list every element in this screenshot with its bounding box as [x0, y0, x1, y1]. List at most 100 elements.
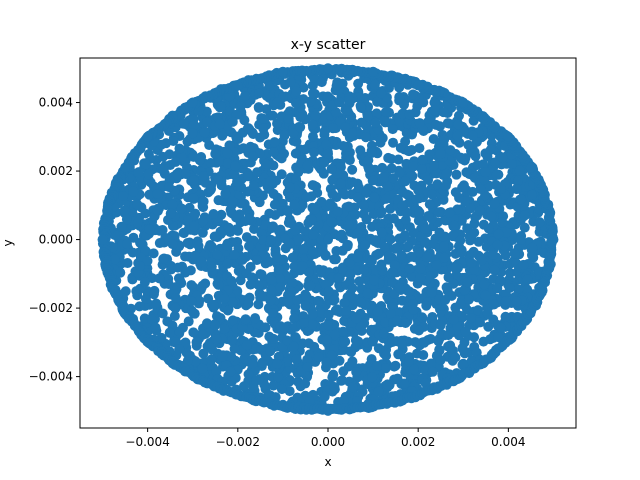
scatter-point: [308, 229, 319, 240]
scatter-point: [396, 338, 407, 349]
scatter-point: [465, 313, 476, 324]
scatter-point: [457, 343, 468, 354]
scatter-point: [376, 227, 387, 238]
scatter-point: [265, 346, 276, 357]
scatter-point: [197, 329, 208, 340]
scatter-point: [182, 355, 193, 366]
scatter-point: [291, 86, 302, 97]
y-tick-label: 0.004: [39, 96, 73, 110]
scatter-point: [227, 315, 238, 326]
scatter-point: [197, 363, 208, 374]
scatter-point: [279, 233, 290, 244]
scatter-point: [439, 252, 450, 263]
scatter-point: [310, 110, 321, 121]
scatter-point: [366, 256, 377, 267]
scatter-point: [164, 327, 175, 338]
scatter-point: [387, 277, 398, 288]
scatter-point: [420, 223, 431, 234]
scatter-point: [438, 107, 449, 118]
scatter-point: [320, 250, 331, 261]
scatter-point: [437, 159, 448, 170]
scatter-point: [198, 171, 209, 182]
scatter-point: [467, 186, 478, 197]
scatter-point: [154, 273, 165, 284]
scatter-point: [180, 267, 191, 278]
scatter-point: [156, 332, 167, 343]
scatter-point: [286, 286, 297, 297]
scatter-point: [276, 384, 287, 395]
scatter-point: [210, 320, 221, 331]
scatter-point: [297, 199, 308, 210]
y-tick-label: −0.004: [29, 370, 73, 384]
scatter-point: [268, 333, 279, 344]
scatter-point: [400, 176, 411, 187]
scatter-point: [413, 80, 424, 91]
scatter-point: [490, 157, 501, 168]
scatter-point: [478, 219, 489, 230]
scatter-point: [453, 119, 464, 130]
scatter-point: [461, 167, 472, 178]
scatter-point: [258, 123, 269, 134]
scatter-point: [230, 161, 241, 172]
scatter-point: [273, 372, 284, 383]
scatter-point: [316, 196, 327, 207]
scatter-point: [463, 140, 474, 150]
scatter-point: [428, 160, 439, 171]
scatter-point: [268, 147, 279, 158]
scatter-point: [362, 288, 373, 299]
scatter-point: [500, 296, 511, 306]
scatter-point: [297, 260, 308, 271]
scatter-point: [192, 336, 203, 347]
scatter-point: [443, 330, 454, 341]
scatter-point: [323, 148, 333, 159]
scatter-point: [231, 212, 242, 223]
scatter-point: [425, 271, 436, 282]
scatter-point: [176, 203, 187, 214]
scatter-point: [194, 295, 205, 306]
scatter-point: [345, 269, 356, 280]
scatter-point: [118, 191, 129, 201]
scatter-point: [344, 95, 355, 106]
scatter-point: [217, 130, 228, 141]
scatter-point: [302, 354, 313, 365]
scatter-point: [307, 319, 318, 330]
scatter-point: [331, 80, 342, 91]
scatter-point: [307, 119, 318, 130]
scatter-point: [174, 143, 185, 154]
scatter-point: [260, 322, 271, 333]
scatter-point: [434, 227, 445, 238]
scatter-point: [119, 205, 130, 216]
scatter-point: [367, 336, 378, 347]
y-tick-label: 0.002: [39, 164, 73, 178]
scatter-point: [319, 157, 330, 168]
scatter-point: [266, 284, 277, 295]
scatter-point: [450, 263, 461, 274]
scatter-point: [210, 148, 221, 159]
scatter-point: [268, 308, 278, 319]
x-axis-ticks: −0.004 −0.002 0.000 0.002 0.004: [125, 428, 526, 449]
scatter-point: [253, 88, 264, 99]
scatter-point: [387, 336, 398, 347]
scatter-point: [419, 337, 430, 348]
scatter-point: [413, 325, 424, 336]
scatter-point: [514, 165, 525, 176]
scatter-point: [290, 332, 301, 343]
scatter-point: [402, 189, 413, 200]
scatter-point: [352, 336, 363, 347]
scatter-point: [489, 198, 500, 209]
x-tick-label: 0.002: [401, 435, 435, 449]
scatter-point: [254, 197, 265, 208]
scatter-point: [354, 276, 365, 287]
scatter-point: [522, 284, 533, 295]
scatter-point: [201, 117, 212, 128]
x-tick-label: 0.000: [311, 435, 345, 449]
scatter-point: [245, 279, 256, 290]
scatter-point: [142, 255, 153, 266]
scatter-point: [139, 277, 150, 288]
scatter-point: [415, 272, 426, 283]
scatter-point: [321, 334, 332, 345]
scatter-point: [394, 92, 405, 103]
scatter-point: [253, 102, 264, 113]
scatter-point: [152, 188, 163, 199]
scatter-point: [227, 116, 238, 127]
